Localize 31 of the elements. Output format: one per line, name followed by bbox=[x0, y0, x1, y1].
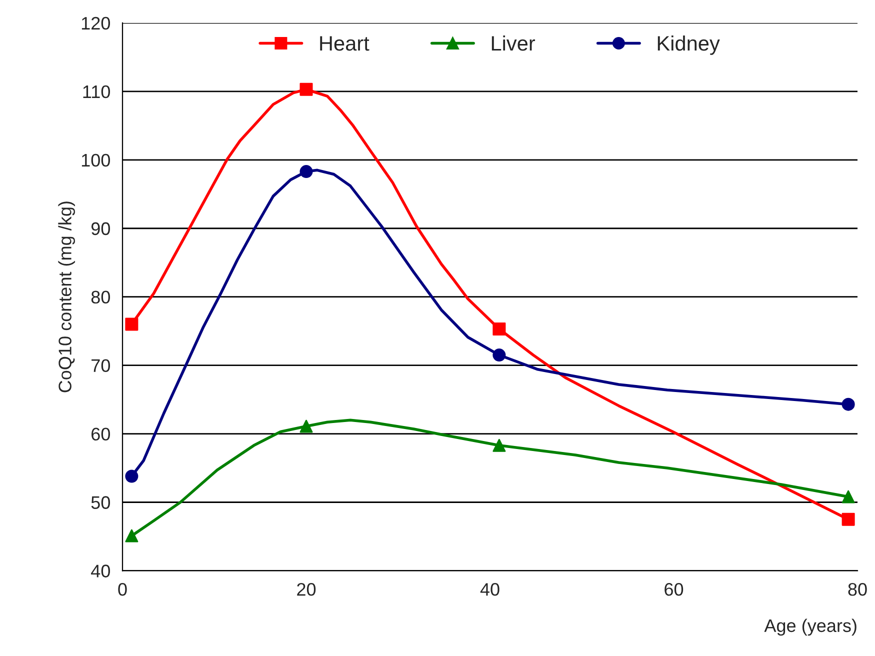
legend-label: Heart bbox=[320, 36, 370, 51]
y-tick-label: 60 bbox=[92, 428, 110, 440]
point bbox=[842, 490, 855, 504]
point bbox=[842, 512, 855, 526]
y-tick-label: 80 bbox=[91, 290, 110, 304]
x-tick-label: 80 bbox=[848, 583, 867, 596]
y-axis-title: CoQ10 content (mg /kg) bbox=[58, 202, 76, 392]
x-tick-label: 0 bbox=[118, 583, 127, 596]
x-tick-label: 60 bbox=[664, 583, 684, 596]
legend-label: Liver bbox=[492, 35, 536, 51]
point bbox=[125, 470, 138, 483]
point bbox=[300, 420, 313, 433]
y-tick-label: 120 bbox=[82, 16, 110, 30]
y-tick-label: 110 bbox=[83, 85, 110, 98]
point bbox=[300, 165, 313, 178]
x-tick-label: 40 bbox=[480, 583, 500, 596]
y-tick-label: 50 bbox=[91, 496, 110, 509]
x-axis-title: Age (years) bbox=[764, 618, 856, 636]
point bbox=[300, 82, 313, 96]
point bbox=[125, 529, 138, 542]
legend-label: Kidney bbox=[658, 35, 720, 55]
y-tick-label: 70 bbox=[92, 359, 110, 372]
point bbox=[492, 322, 506, 336]
point bbox=[125, 318, 138, 331]
x-tick-label: 20 bbox=[297, 583, 316, 596]
point bbox=[842, 398, 855, 411]
y-tick-label: 100 bbox=[82, 154, 110, 167]
point bbox=[492, 438, 506, 452]
y-tick-label: 90 bbox=[91, 222, 110, 236]
y-tick-label: 40 bbox=[91, 564, 110, 578]
point bbox=[492, 348, 506, 362]
